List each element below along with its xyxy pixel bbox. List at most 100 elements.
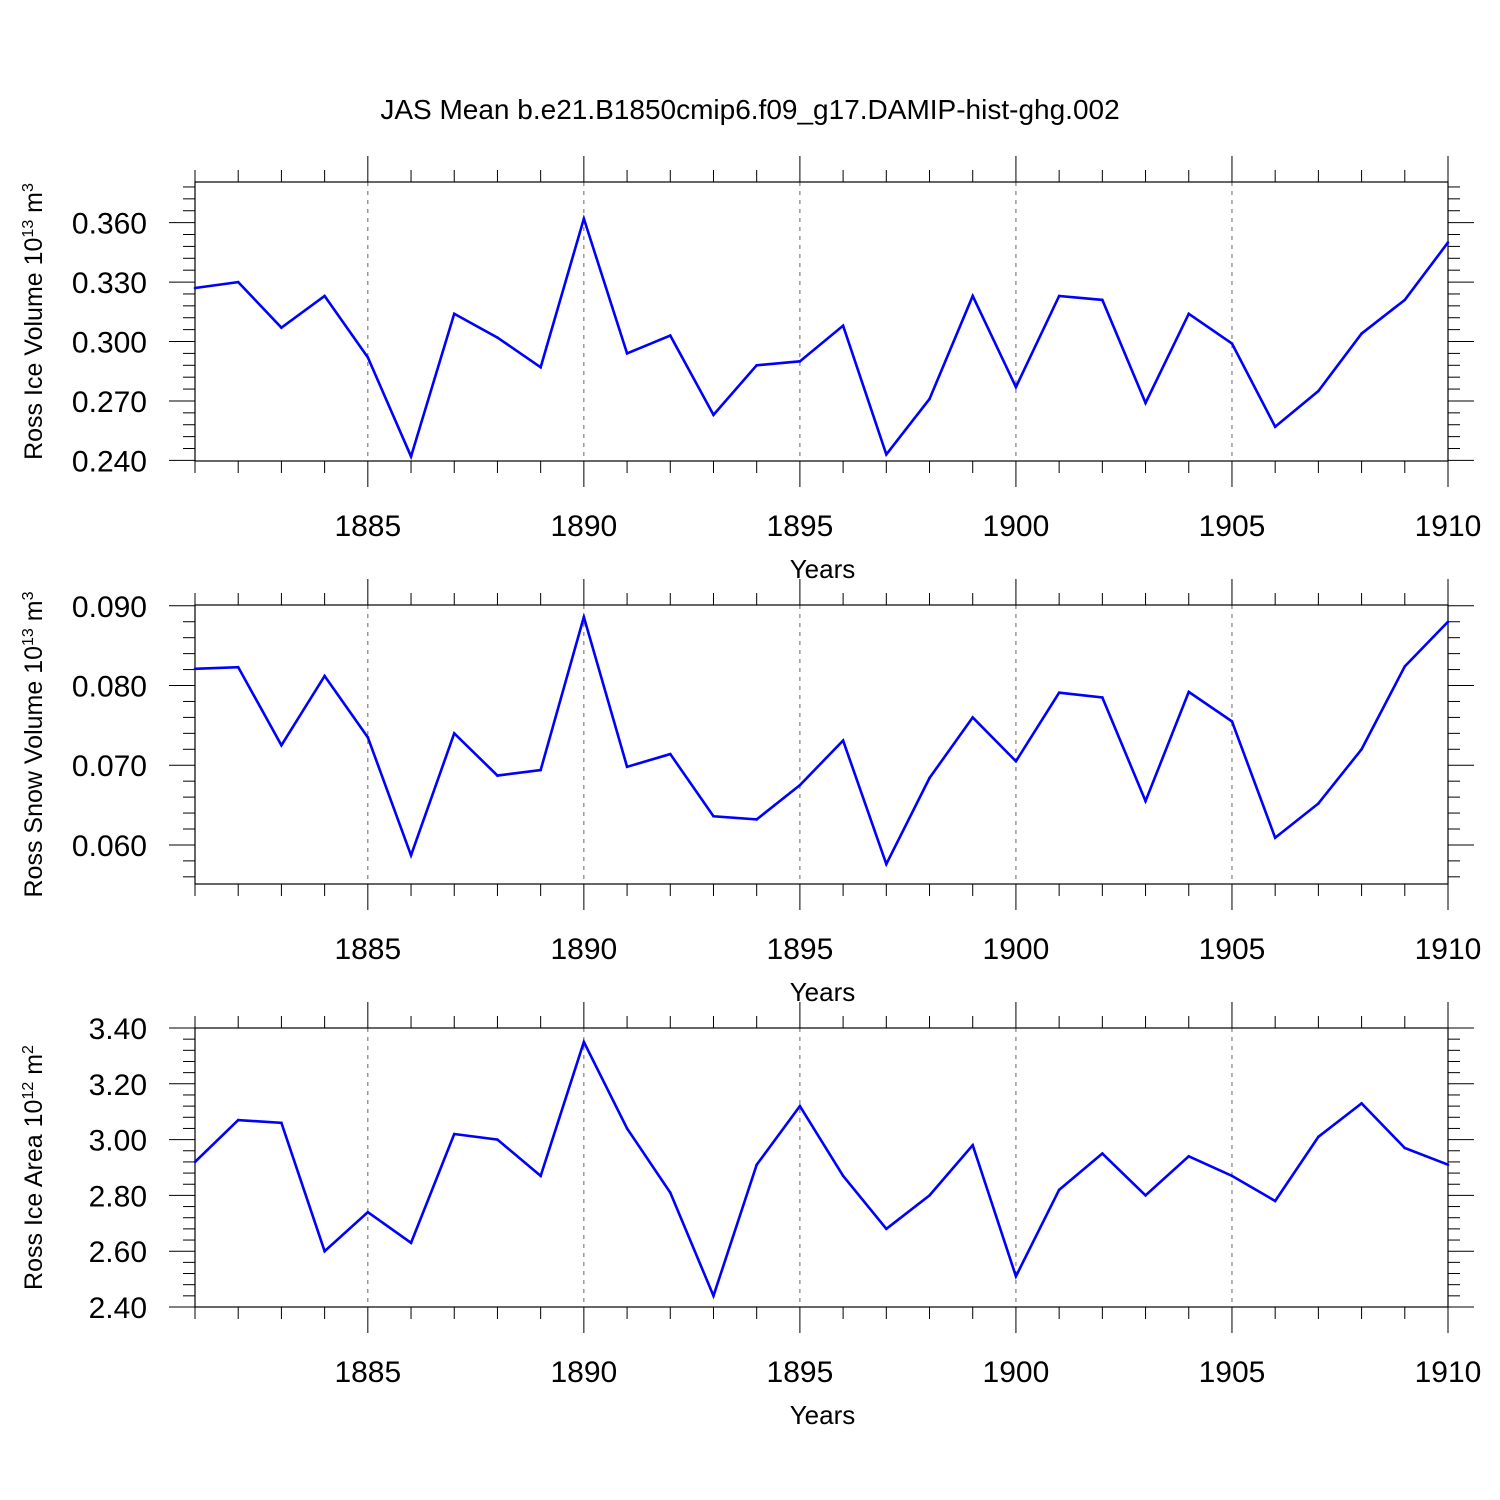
data-point xyxy=(366,736,370,739)
y-axis-label-part: m xyxy=(20,600,48,628)
data-point xyxy=(496,336,499,339)
panels: 0.240 0.270 0.300 0.330 0.360 1885 1890 1895 190… xyxy=(20,156,1481,1430)
data-point xyxy=(582,1040,586,1044)
data-point xyxy=(928,1194,931,1197)
data-point xyxy=(539,1174,542,1178)
y-axis-label-part: Ross Ice Volume 10 xyxy=(20,238,48,460)
data-point xyxy=(1446,620,1450,624)
y-tick-label: 3.40 xyxy=(89,1013,147,1046)
x-tick-label: 1890 xyxy=(550,510,617,543)
data-point xyxy=(1230,342,1234,345)
data-point xyxy=(841,324,845,327)
data-point xyxy=(409,854,413,857)
data-point xyxy=(496,774,499,777)
data-point xyxy=(798,783,802,787)
data-series-line xyxy=(194,214,1450,461)
data-point xyxy=(236,280,240,284)
data-point xyxy=(323,294,326,298)
plot-frame xyxy=(194,181,1449,462)
data-point xyxy=(928,776,931,780)
x-tick-label: 1890 xyxy=(550,1356,617,1389)
y-tick-label: 0.080 xyxy=(72,671,147,704)
x-tick-label: 1900 xyxy=(983,933,1050,966)
data-point xyxy=(712,814,715,818)
data-point xyxy=(885,1227,888,1231)
data-point xyxy=(1403,1146,1407,1150)
chart-panel-3: 2.40 2.60 2.80 3.00 3.20 3.40 1885 1890 1895 1900… xyxy=(20,1002,1481,1430)
x-tick-label: 1905 xyxy=(1199,510,1266,543)
y-tick-label: 0.270 xyxy=(72,386,147,419)
data-point xyxy=(1101,1152,1104,1155)
x-tick-label: 1895 xyxy=(767,510,834,543)
data-point xyxy=(366,1210,370,1214)
data-point xyxy=(755,1163,758,1167)
data-point xyxy=(1446,1163,1450,1167)
data-point xyxy=(1230,720,1234,723)
data-point xyxy=(280,1121,283,1125)
data-point xyxy=(280,326,283,329)
data-point xyxy=(712,1294,715,1298)
data-point xyxy=(582,615,586,619)
y-axis-label-superscript: 13 xyxy=(20,628,37,646)
data-point xyxy=(1446,241,1450,244)
data-point xyxy=(280,743,283,747)
data-point xyxy=(1360,1102,1363,1105)
data-series-line xyxy=(194,1038,1449,1300)
y-axis-label-part: m xyxy=(20,192,48,220)
y-axis-label: Ross Ice Area 1012 m2 xyxy=(20,1045,48,1290)
y-tick-label: 3.20 xyxy=(89,1069,147,1102)
data-point xyxy=(755,363,758,367)
data-point xyxy=(971,294,975,298)
x-tick-label: 1895 xyxy=(767,1356,834,1389)
data-point xyxy=(1057,691,1061,694)
data-point xyxy=(452,732,456,735)
data-point xyxy=(1057,294,1061,298)
y-axis-label-superscript: 3 xyxy=(20,183,37,192)
data-point xyxy=(409,1241,413,1245)
data-point xyxy=(841,739,845,742)
data-point xyxy=(1317,389,1320,393)
data-point xyxy=(1187,1155,1191,1158)
y-tick-label: 0.070 xyxy=(72,750,147,783)
y-tick-label: 2.80 xyxy=(89,1180,147,1213)
x-axis-label: Years xyxy=(790,977,856,1007)
data-point xyxy=(452,312,456,316)
data-point xyxy=(1273,836,1277,840)
data-point xyxy=(1317,802,1320,805)
x-tick-label: 1885 xyxy=(334,933,401,966)
data-point xyxy=(971,716,975,719)
data-point xyxy=(798,1104,802,1108)
data-point xyxy=(323,1249,326,1253)
x-tick-label: 1895 xyxy=(767,933,834,966)
x-tick-label: 1910 xyxy=(1415,933,1482,966)
data-series-line xyxy=(194,612,1449,868)
data-point xyxy=(971,1143,975,1147)
data-point xyxy=(1144,799,1147,803)
data-point xyxy=(712,413,715,417)
x-tick-label: 1905 xyxy=(1199,933,1266,966)
data-point xyxy=(193,667,197,671)
x-tick-label: 1900 xyxy=(983,1356,1050,1389)
chart-panel-1: 0.240 0.270 0.300 0.330 0.360 1885 1890 1895 190… xyxy=(20,156,1481,584)
data-point xyxy=(1014,759,1018,763)
y-tick-label: 2.60 xyxy=(89,1236,147,1269)
data-point xyxy=(582,217,586,220)
data-point xyxy=(539,365,542,369)
data-point xyxy=(1014,385,1018,389)
data-point xyxy=(755,818,758,821)
data-point xyxy=(1317,1135,1320,1139)
data-point xyxy=(1187,312,1191,316)
data-point xyxy=(236,665,240,669)
y-tick-label: 0.090 xyxy=(72,591,147,624)
data-point xyxy=(798,360,802,363)
plot-frame xyxy=(194,604,1449,885)
data-point xyxy=(668,1191,672,1194)
y-tick-label: 3.00 xyxy=(89,1125,147,1158)
x-tick-label: 1905 xyxy=(1199,1356,1266,1389)
data-point xyxy=(1144,401,1147,405)
chart-panel-2: 0.060 0.070 0.080 0.090 1885 1890 1895 1900 1905… xyxy=(20,579,1481,1007)
data-point xyxy=(1403,298,1407,302)
data-point xyxy=(625,765,629,769)
y-tick-label: 0.360 xyxy=(72,208,147,241)
